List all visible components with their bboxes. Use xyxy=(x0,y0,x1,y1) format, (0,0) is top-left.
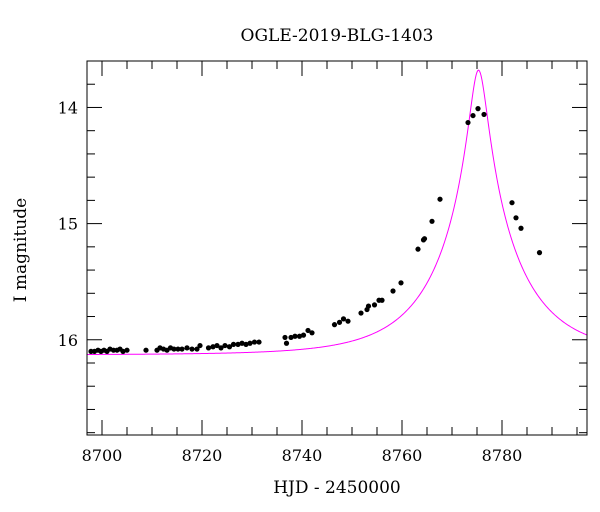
data-point xyxy=(465,119,471,126)
data-point xyxy=(282,334,288,341)
data-point xyxy=(283,340,290,346)
data-point xyxy=(305,327,311,334)
data-point xyxy=(536,250,543,256)
data-point xyxy=(124,347,130,353)
data-point xyxy=(235,341,241,347)
data-point xyxy=(437,196,443,202)
data-point xyxy=(513,215,519,221)
data-point xyxy=(175,346,181,352)
data-point xyxy=(189,346,195,352)
data-point xyxy=(226,344,233,350)
data-point xyxy=(475,106,481,112)
y-axis-label: I magnitude xyxy=(11,198,31,302)
data-point xyxy=(365,303,372,309)
data-point xyxy=(518,225,524,231)
x-tick-labels: 8700 8720 8740 8760 8780 xyxy=(82,446,523,465)
data-point xyxy=(120,348,126,354)
x-axis-label: HJD - 2450000 xyxy=(273,478,401,498)
data-point xyxy=(251,339,258,345)
data-point xyxy=(222,342,228,349)
data-point xyxy=(247,340,253,346)
x-tick-label: 8700 xyxy=(82,446,123,465)
y-tick-label: 16 xyxy=(58,331,78,350)
data-point xyxy=(415,246,421,252)
data-point xyxy=(288,334,294,341)
data-point xyxy=(230,341,237,347)
data-point xyxy=(309,330,315,336)
data-point xyxy=(292,333,298,339)
data-point xyxy=(470,112,476,119)
x-tick-label: 8780 xyxy=(482,446,523,465)
data-points xyxy=(88,106,543,354)
chart-title: OGLE-2019-BLG-1403 xyxy=(241,26,434,46)
y-tick-labels: 14 15 16 xyxy=(58,98,78,349)
plot-frame xyxy=(86,60,588,436)
data-point xyxy=(358,310,364,316)
data-point xyxy=(481,111,487,118)
data-point xyxy=(390,288,396,294)
data-point xyxy=(509,200,515,206)
data-point xyxy=(379,297,385,303)
data-point xyxy=(398,280,404,286)
data-point xyxy=(345,318,351,324)
data-point xyxy=(340,316,347,322)
data-point xyxy=(371,302,378,308)
data-point xyxy=(143,347,149,353)
data-point xyxy=(296,333,303,339)
data-point xyxy=(421,236,428,242)
data-point xyxy=(214,342,220,349)
model-curve xyxy=(87,69,588,355)
x-tick-label: 8760 xyxy=(382,446,423,465)
x-tick-label: 8720 xyxy=(182,446,223,465)
data-point xyxy=(331,322,338,328)
data-point xyxy=(239,340,245,346)
data-point xyxy=(429,218,435,224)
data-point xyxy=(336,319,343,325)
data-point xyxy=(256,339,262,345)
plot-area xyxy=(86,60,588,436)
data-point xyxy=(205,345,212,351)
data-point xyxy=(218,345,224,351)
x-tick-label: 8740 xyxy=(282,446,323,465)
data-point xyxy=(300,332,307,338)
data-point xyxy=(194,346,200,352)
data-point xyxy=(179,346,185,352)
data-point xyxy=(197,342,203,349)
data-point xyxy=(243,341,249,347)
data-point xyxy=(210,344,216,350)
data-point xyxy=(171,346,177,352)
data-point xyxy=(184,345,190,351)
y-tick-label: 15 xyxy=(58,215,78,234)
axis-ticks xyxy=(87,60,587,435)
y-tick-label: 14 xyxy=(58,98,78,117)
